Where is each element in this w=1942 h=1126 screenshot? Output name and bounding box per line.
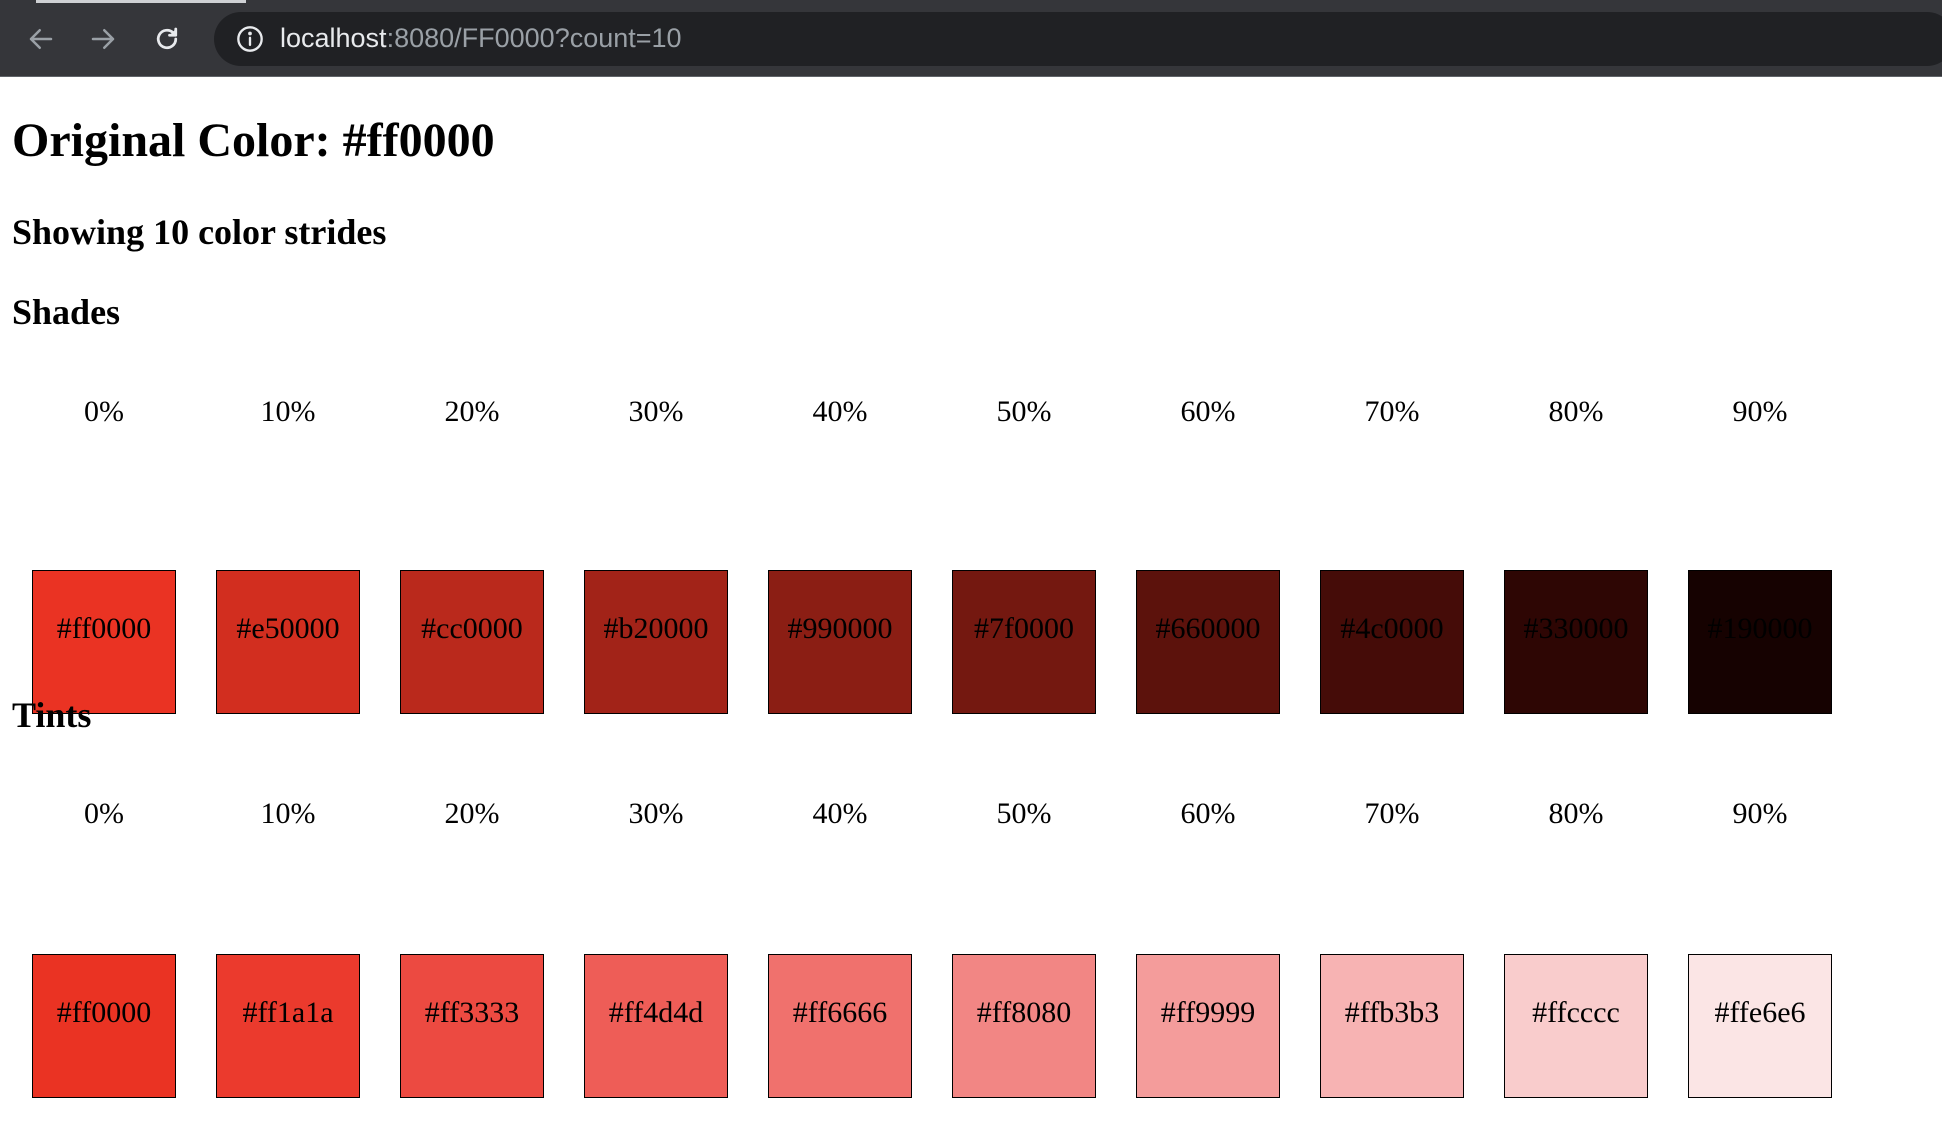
shade-percent-label: 10%: [260, 395, 316, 428]
shade-percent-label: 70%: [1364, 395, 1420, 428]
tint-hex-label: #ff6666: [792, 996, 888, 1029]
tint-percent-label: 10%: [260, 797, 316, 830]
shade-hex-label: #ff0000: [56, 612, 152, 645]
back-button[interactable]: [20, 18, 62, 60]
shade-swatch: #190000: [1688, 570, 1832, 714]
tint-hex-label: #ff1a1a: [242, 996, 334, 1029]
shade-swatch: #cc0000: [400, 570, 544, 714]
tint-swatch: #ff8080: [952, 954, 1096, 1098]
arrow-right-icon: [91, 29, 115, 49]
reload-icon: [156, 27, 178, 50]
page-content: Original Color: #ff0000 Showing 10 color…: [0, 77, 1942, 1126]
shade-swatch: #e50000: [216, 570, 360, 714]
tint-hex-label: #ff8080: [976, 996, 1072, 1029]
address-bar[interactable]: localhost:8080/FF0000?count=10: [214, 12, 1942, 66]
shade-hex-label: #7f0000: [974, 612, 1074, 645]
browser-toolbar: localhost:8080/FF0000?count=10: [0, 0, 1942, 77]
shade-percent-label: 40%: [812, 395, 868, 428]
shade-swatch: #4c0000: [1320, 570, 1464, 714]
tint-percent-label: 70%: [1364, 797, 1420, 830]
tint-swatch: #ff6666: [768, 954, 912, 1098]
tint-swatch: #ff9999: [1136, 954, 1280, 1098]
stride-count-heading: Showing 10 color strides: [12, 212, 387, 252]
shade-percent-label: 30%: [628, 395, 684, 428]
forward-button[interactable]: [82, 18, 124, 60]
tint-swatch: #ffcccc: [1504, 954, 1648, 1098]
shade-swatch: #b20000: [584, 570, 728, 714]
shade-percent-label: 20%: [444, 395, 500, 428]
tint-hex-label: #ffb3b3: [1344, 996, 1440, 1029]
tint-percent-label: 90%: [1732, 797, 1788, 830]
shades-heading: Shades: [12, 292, 121, 332]
page-title: Original Color: #ff0000: [12, 114, 495, 167]
tint-swatch: #ffb3b3: [1320, 954, 1464, 1098]
tint-percent-label: 40%: [812, 797, 868, 830]
shade-swatch: #330000: [1504, 570, 1648, 714]
tint-swatch: #ff4d4d: [584, 954, 728, 1098]
shade-hex-label: #990000: [787, 612, 893, 645]
shade-hex-label: #b20000: [603, 612, 709, 645]
shade-percent-label: 60%: [1180, 395, 1236, 428]
shade-percent-label: 90%: [1732, 395, 1788, 428]
shade-hex-label: #cc0000: [421, 612, 523, 645]
tint-percent-label: 20%: [444, 797, 500, 830]
tint-percent-label: 80%: [1548, 797, 1604, 830]
tint-hex-label: #ffe6e6: [1714, 996, 1806, 1029]
url-text[interactable]: localhost:8080/FF0000?count=10: [280, 23, 682, 54]
tint-hex-label: #ff0000: [56, 996, 152, 1029]
tints-heading: Tints: [12, 695, 92, 735]
reload-button[interactable]: [146, 18, 188, 60]
shade-percent-label: 0%: [84, 395, 124, 428]
tint-swatch: #ffe6e6: [1688, 954, 1832, 1098]
shade-percent-label: 80%: [1548, 395, 1604, 428]
tint-percent-label: 60%: [1180, 797, 1236, 830]
tint-percent-label: 0%: [84, 797, 124, 830]
shade-swatch: #ff0000: [32, 570, 176, 714]
shade-hex-label: #190000: [1707, 612, 1813, 645]
tint-swatch: #ff3333: [400, 954, 544, 1098]
tint-hex-label: #ffcccc: [1532, 996, 1620, 1029]
tint-swatch: #ff1a1a: [216, 954, 360, 1098]
tint-percent-label: 30%: [628, 797, 684, 830]
url-host: localhost: [280, 23, 387, 53]
shade-swatch: #990000: [768, 570, 912, 714]
tint-hex-label: #ff9999: [1160, 996, 1256, 1029]
info-icon[interactable]: [236, 25, 264, 53]
shade-hex-label: #330000: [1523, 612, 1629, 645]
tint-hex-label: #ff4d4d: [608, 996, 704, 1029]
shade-percent-label: 50%: [996, 395, 1052, 428]
tint-hex-label: #ff3333: [424, 996, 520, 1029]
tint-percent-label: 50%: [996, 797, 1052, 830]
arrow-left-icon: [29, 29, 53, 49]
shade-hex-label: #e50000: [236, 612, 340, 645]
tint-swatch: #ff0000: [32, 954, 176, 1098]
shade-swatch: #660000: [1136, 570, 1280, 714]
shade-hex-label: #660000: [1155, 612, 1261, 645]
active-tab-indicator: [36, 0, 246, 3]
url-path: :8080/FF0000?count=10: [386, 23, 682, 53]
shade-hex-label: #4c0000: [1340, 612, 1444, 645]
shade-swatch: #7f0000: [952, 570, 1096, 714]
